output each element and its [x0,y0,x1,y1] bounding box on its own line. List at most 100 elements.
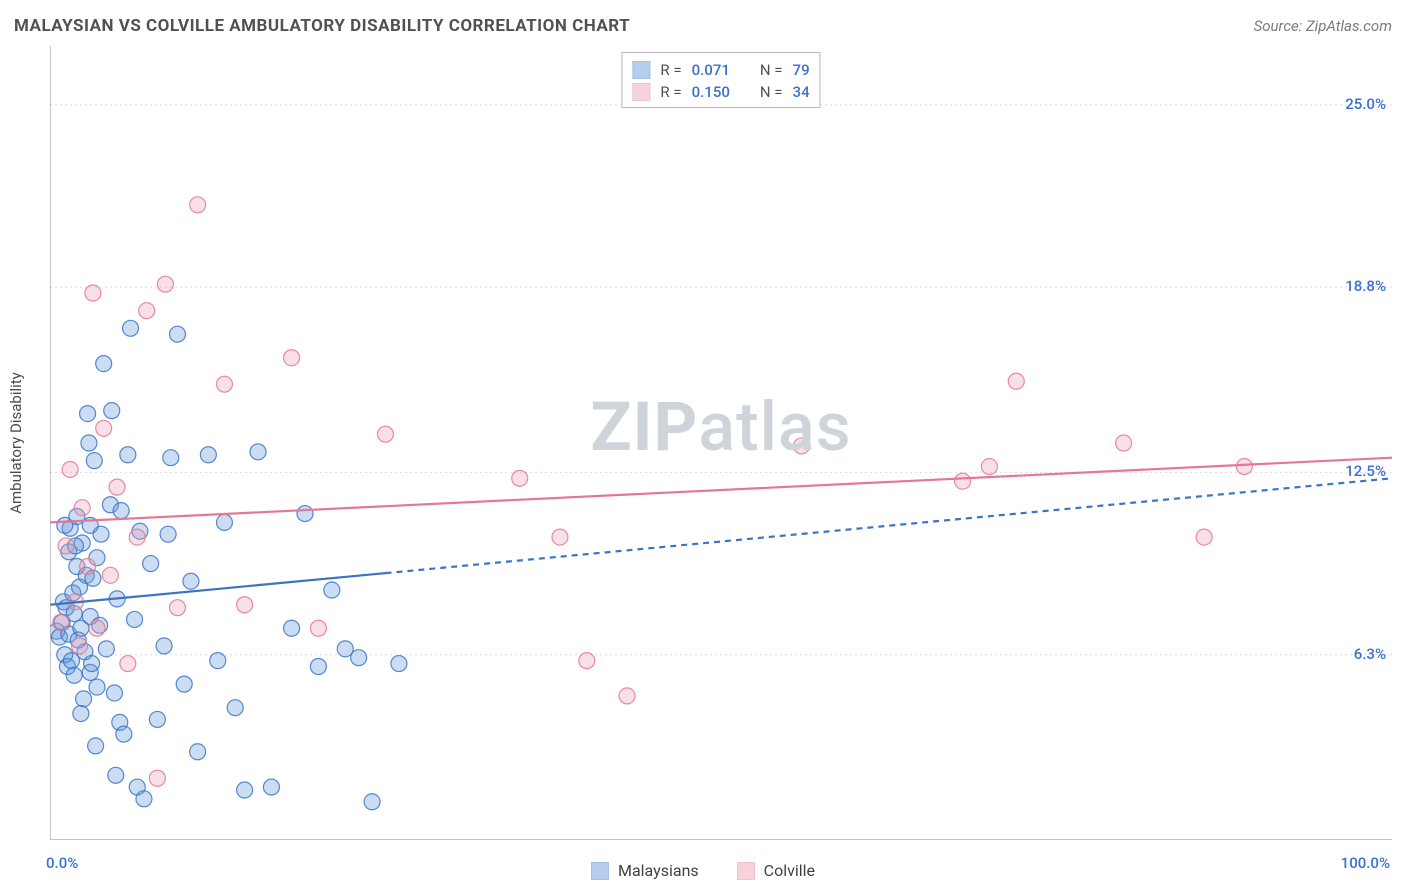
scatter-point [98,641,114,657]
scatter-point [156,638,172,654]
stat-r-label: R = [660,81,681,103]
scatter-point [200,447,216,463]
legend-swatch [737,862,755,880]
scatter-point [169,600,185,616]
scatter-point [96,356,112,372]
scatter-point [96,420,112,436]
trendlines-layer [50,458,1392,605]
scatter-point [149,711,165,727]
scatter-point [981,459,997,475]
y-axis-label: Ambulatory Disability [7,372,25,514]
scatter-point [1236,459,1252,475]
y-tick-label: 18.8% [1345,277,1386,295]
x-tick-label: 100.0% [1341,854,1390,872]
plot-area: ZIPatlas R =0.071N =79R =0.150N =34 6.3%… [50,46,1392,840]
plot-area-wrap: Ambulatory Disability ZIPatlas R =0.071N… [36,46,1392,840]
scatter-point [120,656,136,672]
scatter-point [210,653,226,669]
legend-swatch [632,83,650,101]
scatter-point [85,285,101,301]
stats-legend-box: R =0.071N =79R =0.150N =34 [621,52,820,108]
scatter-point [297,506,313,522]
scatter-point [190,197,206,213]
stat-r-value: 0.150 [692,81,730,103]
scatter-point [955,473,971,489]
scatter-point [116,726,132,742]
scatter-point [237,782,253,798]
scatter-point [149,770,165,786]
scatter-point [169,326,185,342]
legend-item: Colville [737,861,815,880]
scatter-point [84,656,100,672]
points-layer [50,197,1252,810]
scatter-point [183,573,199,589]
scatter-point [102,567,118,583]
axes-layer [50,46,1392,840]
scatter-point [284,350,300,366]
scatter-point [552,529,568,545]
scatter-point [106,685,122,701]
x-tick-label: 0.0% [46,854,78,872]
scatter-point [86,453,102,469]
scatter-point [216,376,232,392]
scatter-point [794,438,810,454]
scatter-point [58,538,74,554]
scatter-point [1116,435,1132,451]
scatter-point [76,691,92,707]
stat-r-value: 0.071 [692,59,730,81]
scatter-point [310,658,326,674]
legend-swatch [591,862,609,880]
chart-title: MALAYSIAN VS COLVILLE AMBULATORY DISABIL… [14,16,630,36]
scatter-point [1196,529,1212,545]
scatter-point [176,676,192,692]
scatter-point [364,794,380,810]
trendline-solid [50,458,1392,523]
scatter-point [80,559,96,575]
legend-label: Malaysians [618,861,699,880]
stat-r-label: R = [660,59,681,81]
scatter-point [163,450,179,466]
scatter-point [53,614,69,630]
scatter-point [136,791,152,807]
scatter-point [62,461,78,477]
chart-frame: MALAYSIAN VS COLVILLE AMBULATORY DISABIL… [0,0,1406,892]
stat-n-value: 79 [793,59,810,81]
scatter-point [139,303,155,319]
stat-n-label: N = [760,59,783,81]
scatter-point [227,700,243,716]
scatter-point [579,653,595,669]
scatter-point [324,582,340,598]
scatter-point [66,667,82,683]
scatter-point [109,479,125,495]
source-credit: Source: ZipAtlas.com [1254,17,1392,35]
scatter-point [391,656,407,672]
scatter-point [57,517,73,533]
scatter-point [104,403,120,419]
scatter-point [216,514,232,530]
scatter-point [89,679,105,695]
y-tick-label: 12.5% [1345,462,1386,480]
legend-label: Colville [764,861,815,880]
stats-row: R = 0.071 N = 79 [632,59,809,81]
stats-row: R =0.150N =34 [632,81,809,103]
y-tick-label: 6.3% [1354,645,1386,663]
scatter-point [512,470,528,486]
scatter-point [619,688,635,704]
scatter-point [263,779,279,795]
grid-layer [50,105,1392,655]
stat-n-label: N = [760,81,783,103]
scatter-point [120,447,136,463]
scatter-point [123,320,139,336]
scatter-point [108,767,124,783]
scatter-point [88,738,104,754]
scatter-point [73,706,89,722]
y-tick-label: 25.0% [1345,95,1386,113]
scatter-point [250,444,266,460]
bottom-legend: Malaysians Colville [591,861,815,880]
chart-svg [50,46,1392,840]
scatter-point [89,620,105,636]
scatter-point [284,620,300,636]
scatter-point [1008,373,1024,389]
scatter-point [378,426,394,442]
scatter-point [129,529,145,545]
